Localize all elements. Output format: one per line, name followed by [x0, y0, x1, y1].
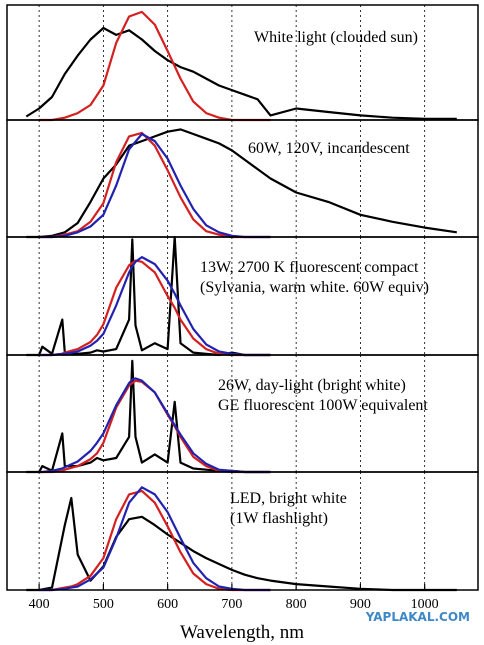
annotation: LED, bright white — [230, 490, 347, 507]
annotation: (1W flashlight) — [230, 510, 328, 527]
x-tick-label: 600 — [157, 597, 178, 612]
spectrum-line — [39, 132, 271, 239]
annotation: 60W, 120V, incandescent — [248, 140, 410, 157]
spectrum-line — [26, 496, 457, 592]
annotation: 13W, 2700 K fluorescent compact — [200, 259, 419, 276]
spectrum-line — [39, 486, 271, 592]
spectrum-line — [39, 10, 271, 122]
panel-frame — [6, 4, 479, 121]
annotation: White light (clouded sun) — [254, 29, 418, 46]
x-tick-label: 700 — [221, 597, 242, 612]
spectrum-line — [39, 377, 271, 474]
x-tick-label: 500 — [93, 597, 114, 612]
annotation: (Sylvania, warm white. 60W equiv) — [200, 279, 429, 296]
annotation: 26W, day-light (bright white) — [218, 377, 406, 394]
spectrum-line — [26, 128, 457, 239]
spectrum-line — [26, 235, 271, 357]
x-tick-label: 800 — [286, 597, 307, 612]
x-tick-label: 400 — [29, 597, 50, 612]
watermark: YAPLAKAL.COM — [365, 610, 470, 624]
spectrum-line — [25, 26, 457, 120]
x-tick-label: 900 — [350, 597, 371, 612]
panel-frame — [6, 119, 479, 238]
x-tick-label: 1000 — [411, 597, 439, 612]
annotation: GE fluorescent 100W equivalent — [218, 397, 428, 414]
panel-frame — [6, 236, 479, 356]
panel-frame — [6, 471, 479, 591]
spectrum-line — [39, 131, 271, 239]
spectrum-line — [39, 256, 271, 357]
x-axis-label: Wavelength, nm — [180, 622, 304, 643]
